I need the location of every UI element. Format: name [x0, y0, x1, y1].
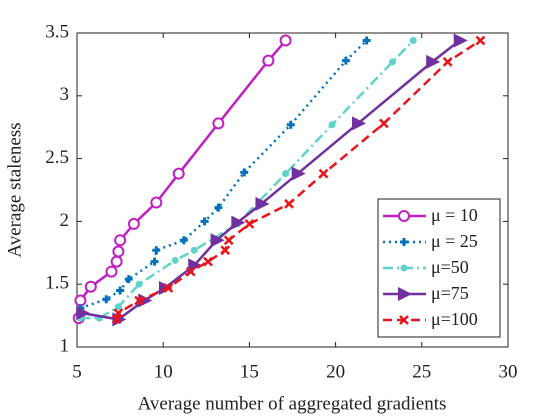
- marker: [114, 234, 127, 247]
- marker: [398, 287, 412, 301]
- marker: [212, 117, 225, 130]
- marker: [244, 219, 255, 229]
- legend-label: μ=100: [431, 309, 478, 329]
- marker: [134, 295, 144, 306]
- y-axis-label: Average staleness: [4, 122, 25, 257]
- x-tick-label: 15: [240, 361, 259, 382]
- marker: [399, 315, 409, 325]
- x-axis-label: Average number of aggregated gradients: [138, 393, 447, 414]
- marker: [84, 280, 97, 293]
- marker: [240, 168, 249, 177]
- marker: [171, 256, 179, 264]
- marker: [110, 255, 123, 268]
- marker: [113, 308, 124, 318]
- x-tick-label: 30: [499, 361, 518, 382]
- marker: [388, 58, 396, 66]
- marker: [190, 246, 198, 254]
- legend-label: μ=50: [431, 257, 469, 277]
- marker: [102, 295, 111, 304]
- x-tick-label: 5: [72, 361, 82, 382]
- marker: [362, 36, 371, 45]
- marker: [210, 233, 225, 248]
- y-tick-label: 1.5: [45, 273, 69, 294]
- x-tick-label: 25: [412, 361, 431, 382]
- marker: [223, 235, 234, 246]
- marker: [398, 210, 410, 222]
- marker: [116, 286, 125, 295]
- marker: [279, 34, 292, 47]
- marker: [172, 167, 185, 180]
- marker: [203, 256, 213, 267]
- x-tick-label: 10: [154, 361, 173, 382]
- marker: [111, 314, 122, 325]
- marker: [231, 215, 246, 230]
- marker: [114, 303, 122, 311]
- marker: [200, 217, 209, 226]
- marker: [286, 120, 295, 129]
- marker: [328, 121, 336, 129]
- marker: [76, 306, 91, 321]
- marker: [150, 196, 163, 209]
- marker: [152, 246, 161, 255]
- marker: [163, 283, 174, 293]
- marker: [112, 245, 125, 258]
- marker: [188, 258, 203, 273]
- series-line: [115, 39, 482, 320]
- y-tick-label: 2: [60, 210, 70, 231]
- marker: [378, 118, 389, 129]
- x-tick-label: 20: [326, 361, 345, 382]
- marker: [255, 196, 270, 211]
- marker: [453, 33, 468, 48]
- legend-label: μ=75: [431, 283, 469, 303]
- marker: [426, 54, 441, 69]
- marker: [127, 217, 140, 230]
- marker: [352, 116, 367, 131]
- marker: [150, 257, 159, 266]
- marker: [284, 198, 294, 209]
- y-tick-label: 2.5: [45, 147, 69, 168]
- marker: [282, 170, 290, 178]
- marker: [220, 245, 231, 256]
- marker: [185, 266, 196, 277]
- legend-label: μ = 25: [431, 231, 478, 251]
- marker: [124, 275, 133, 284]
- marker: [179, 236, 188, 245]
- marker: [409, 37, 417, 45]
- marker: [105, 265, 118, 278]
- marker: [442, 57, 453, 67]
- marker: [291, 166, 306, 181]
- y-tick-label: 1: [60, 335, 70, 356]
- marker: [262, 54, 275, 67]
- marker: [400, 264, 408, 272]
- marker: [341, 56, 350, 65]
- marker: [74, 294, 87, 307]
- marker: [400, 238, 408, 246]
- marker: [475, 35, 486, 46]
- legend-label: μ = 10: [431, 205, 478, 225]
- y-tick-label: 3.5: [45, 21, 69, 42]
- y-tick-label: 3: [60, 84, 70, 105]
- marker: [318, 168, 329, 179]
- marker: [214, 203, 223, 212]
- marker: [135, 280, 143, 288]
